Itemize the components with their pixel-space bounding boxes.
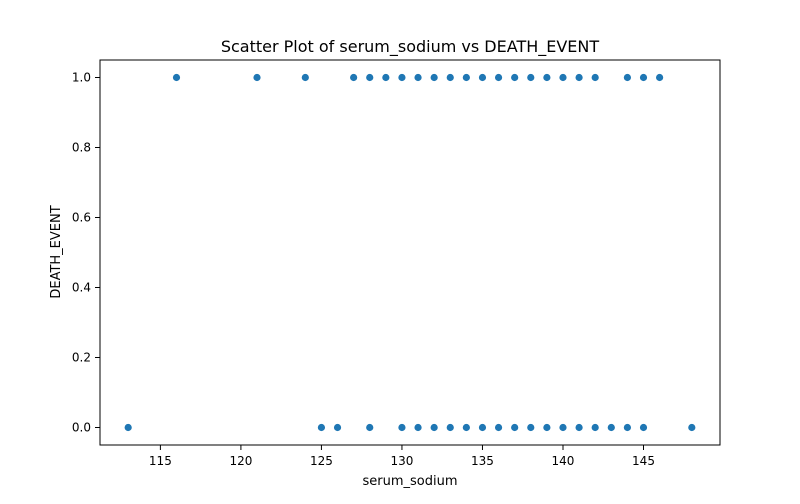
chart-title: Scatter Plot of serum_sodium vs DEATH_EV… — [221, 37, 600, 57]
data-point — [478, 73, 487, 82]
data-point — [559, 423, 567, 432]
x-axis-ticks: 115 120 125 130 135 140 145 — [149, 445, 655, 468]
data-point — [414, 423, 422, 432]
data-point — [350, 73, 358, 82]
data-point — [559, 73, 567, 82]
data-point — [543, 423, 551, 432]
y-tick-label: 0.2 — [72, 351, 91, 365]
data-point — [172, 73, 181, 82]
data-point — [398, 423, 406, 432]
data-point — [462, 423, 470, 432]
data-point — [511, 423, 519, 432]
data-point — [398, 73, 406, 82]
data-point — [639, 73, 648, 82]
data-point — [591, 423, 599, 432]
data-point — [543, 73, 551, 82]
x-tick-label: 130 — [390, 454, 413, 468]
x-tick-label: 120 — [229, 454, 252, 468]
data-point — [124, 423, 132, 432]
data-point — [623, 423, 632, 432]
data-point — [446, 73, 454, 82]
data-point — [623, 73, 632, 82]
data-point — [317, 423, 326, 432]
data-point — [253, 73, 261, 82]
data-point — [575, 423, 583, 432]
data-point — [607, 423, 615, 432]
data-point — [301, 73, 309, 82]
x-tick-label: 125 — [310, 454, 333, 468]
data-point — [527, 423, 535, 432]
points-layer — [124, 73, 696, 432]
data-point — [591, 73, 599, 82]
data-point — [511, 73, 519, 82]
y-tick-label: 0.6 — [72, 211, 91, 225]
x-axis-label: serum_sodium — [362, 474, 457, 489]
x-tick-label: 135 — [471, 454, 494, 468]
y-tick-label: 0.8 — [72, 141, 91, 155]
y-axis-ticks: 0.0 0.2 0.4 0.6 0.8 1.0 — [72, 71, 100, 435]
data-point — [446, 423, 454, 432]
y-tick-label: 1.0 — [72, 71, 91, 85]
data-point — [494, 73, 503, 82]
data-point — [430, 73, 438, 82]
x-tick-label: 140 — [552, 454, 575, 468]
data-point — [366, 423, 374, 432]
y-tick-label: 0.0 — [72, 421, 91, 435]
y-axis-label: DEATH_EVENT — [49, 205, 64, 298]
data-point — [656, 73, 664, 82]
x-tick-label: 145 — [632, 454, 655, 468]
data-point — [382, 73, 390, 82]
data-point — [366, 73, 374, 82]
data-point — [688, 423, 696, 432]
y-tick-label: 0.4 — [72, 281, 91, 295]
data-point — [527, 73, 535, 82]
data-point — [430, 423, 438, 432]
data-point — [333, 423, 342, 432]
data-point — [478, 423, 487, 432]
data-point — [575, 73, 583, 82]
x-tick-label: 115 — [149, 454, 172, 468]
data-point — [494, 423, 503, 432]
data-point — [639, 423, 648, 432]
data-point — [414, 73, 422, 82]
plot-frame — [99, 59, 721, 446]
data-point — [462, 73, 470, 82]
